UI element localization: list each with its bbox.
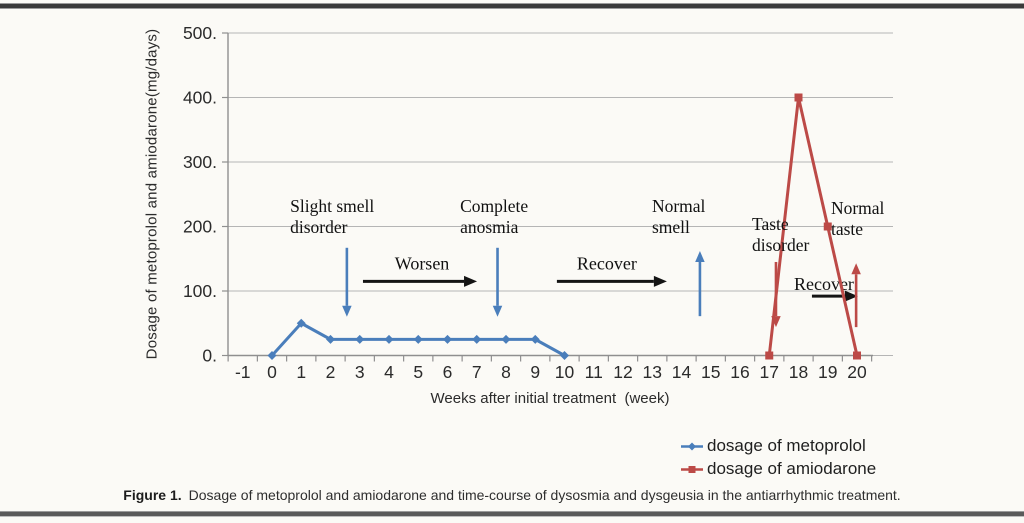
x-tick-label: -1 (235, 362, 251, 382)
legend-item-amiodarone: dosage of amiodarone (680, 459, 876, 479)
y-tick-label: 0. (202, 346, 217, 366)
x-tick-label: 1 (296, 362, 306, 382)
x-tick-label: 15 (701, 362, 720, 382)
legend-label-amiodarone: dosage of amiodarone (707, 459, 877, 478)
metoprolol-line-marker-icon (681, 442, 703, 450)
y-gridlines (222, 32, 893, 357)
x-tick-label: 4 (384, 362, 394, 382)
x-tick-label: 0 (267, 362, 277, 382)
y-tick-label: 300. (183, 152, 217, 172)
event-annotations: Slight smell disorder Complete anosmia Norma… (290, 196, 884, 255)
y-tick-label: 100. (183, 281, 217, 301)
event-annotation: Slight smell disorder (290, 196, 374, 237)
x-tick-label: 20 (847, 362, 867, 382)
chart-legend: dosage of metoprolol dosage of amiodaron… (680, 436, 876, 479)
x-tick-label: 11 (585, 362, 603, 382)
x-tick-label: 10 (555, 362, 575, 382)
bottom-border-rule (0, 511, 1024, 517)
phase-label: Worsen (395, 253, 450, 273)
figure-caption: Figure 1. Dosage of metoprolol and amioda… (0, 487, 1024, 503)
x-tick-label: 13 (643, 362, 662, 382)
x-tick-label: 5 (413, 362, 423, 382)
event-annotation: Normal smell (652, 196, 706, 237)
x-tick-label: 16 (730, 362, 749, 382)
legend-label-metoprolol: dosage of metoprolol (707, 436, 866, 455)
x-tick-label: 3 (355, 362, 365, 382)
x-tick-label: 19 (818, 362, 837, 382)
y-axis-title: Dosage of metoprolol and amiodarone(mg/d… (143, 28, 161, 360)
x-tick-label: 8 (501, 362, 511, 382)
figure-caption-text: Dosage of metoprolol and amiodarone and … (188, 487, 901, 503)
figure-caption-label: Figure 1. (123, 487, 182, 503)
x-tick-label: 14 (672, 362, 692, 382)
phase-annotations: Worsen Recover Recover (362, 253, 858, 302)
x-tick-label: 7 (472, 362, 482, 382)
event-annotation: Complete anosmia (460, 196, 528, 237)
y-tick-label: 400. (183, 88, 217, 108)
x-tick-label: 2 (326, 362, 336, 382)
legend-item-metoprolol: dosage of metoprolol (680, 436, 876, 456)
y-tick-label: 500. (183, 23, 217, 43)
x-tick-label: 12 (613, 362, 632, 382)
x-axis-title: Weeks after initial treatment (week) (430, 390, 670, 407)
x-tick-label: 6 (443, 362, 453, 382)
series-amiodarone (765, 93, 861, 360)
amiodarone-line-marker-icon (681, 465, 703, 473)
phase-label: Recover (794, 274, 854, 294)
phase-label: Recover (577, 253, 637, 273)
x-tick-labels: -1 0 1 2 3 4 5 6 7 8 9 10 11 12 13 14 15 16 17 18 19 20 (235, 362, 867, 382)
x-tick-label: 18 (789, 362, 808, 382)
x-tick-label: 9 (530, 362, 540, 382)
x-tick-label: 17 (760, 362, 779, 382)
y-tick-labels: 0. 100. 200. 300. 400. 500. (183, 23, 217, 366)
y-tick-label: 200. (183, 217, 217, 237)
series-metoprolol (267, 318, 569, 360)
top-border-rule (0, 3, 1024, 9)
event-annotation: Taste disorder (752, 214, 810, 255)
event-annotation: Normal taste (831, 198, 885, 239)
